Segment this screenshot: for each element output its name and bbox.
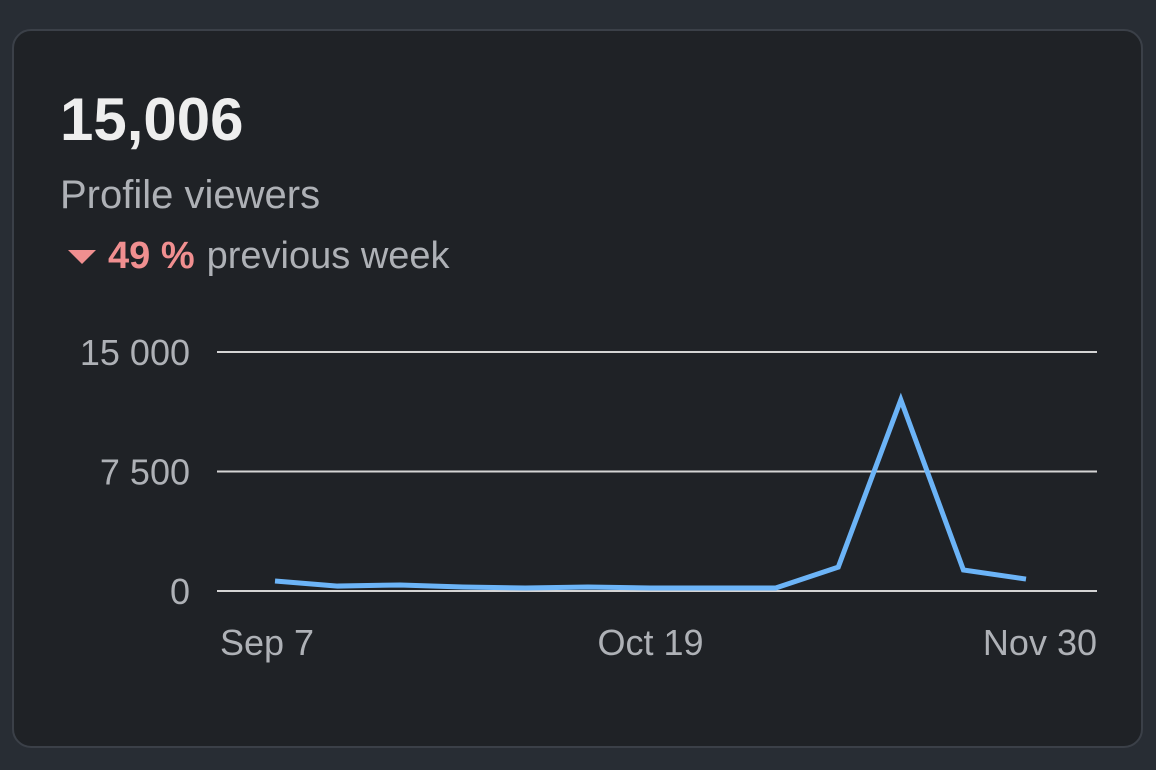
change-line: 49 % previous week bbox=[108, 235, 451, 277]
x-tick-label: Nov 30 bbox=[983, 622, 1097, 663]
x-tick-label: Sep 7 bbox=[220, 622, 314, 663]
x-tick-label: Oct 19 bbox=[597, 622, 703, 663]
chart: 0 7 500 15 000 Sep 7 Oct 19 Nov 30 bbox=[80, 332, 1097, 663]
card bbox=[12, 29, 1143, 748]
y-tick-label: 7 500 bbox=[100, 452, 190, 493]
change-text: previous week bbox=[207, 235, 451, 277]
y-tick-label: 15 000 bbox=[80, 332, 190, 373]
metric: 15,006 bbox=[60, 86, 244, 153]
line-series bbox=[274, 392, 1027, 591]
y-tick-label: 0 bbox=[170, 571, 190, 612]
metric-label: Profile viewers bbox=[60, 173, 320, 217]
down-arrow bbox=[68, 250, 96, 264]
change-value: 49 % bbox=[108, 235, 195, 277]
